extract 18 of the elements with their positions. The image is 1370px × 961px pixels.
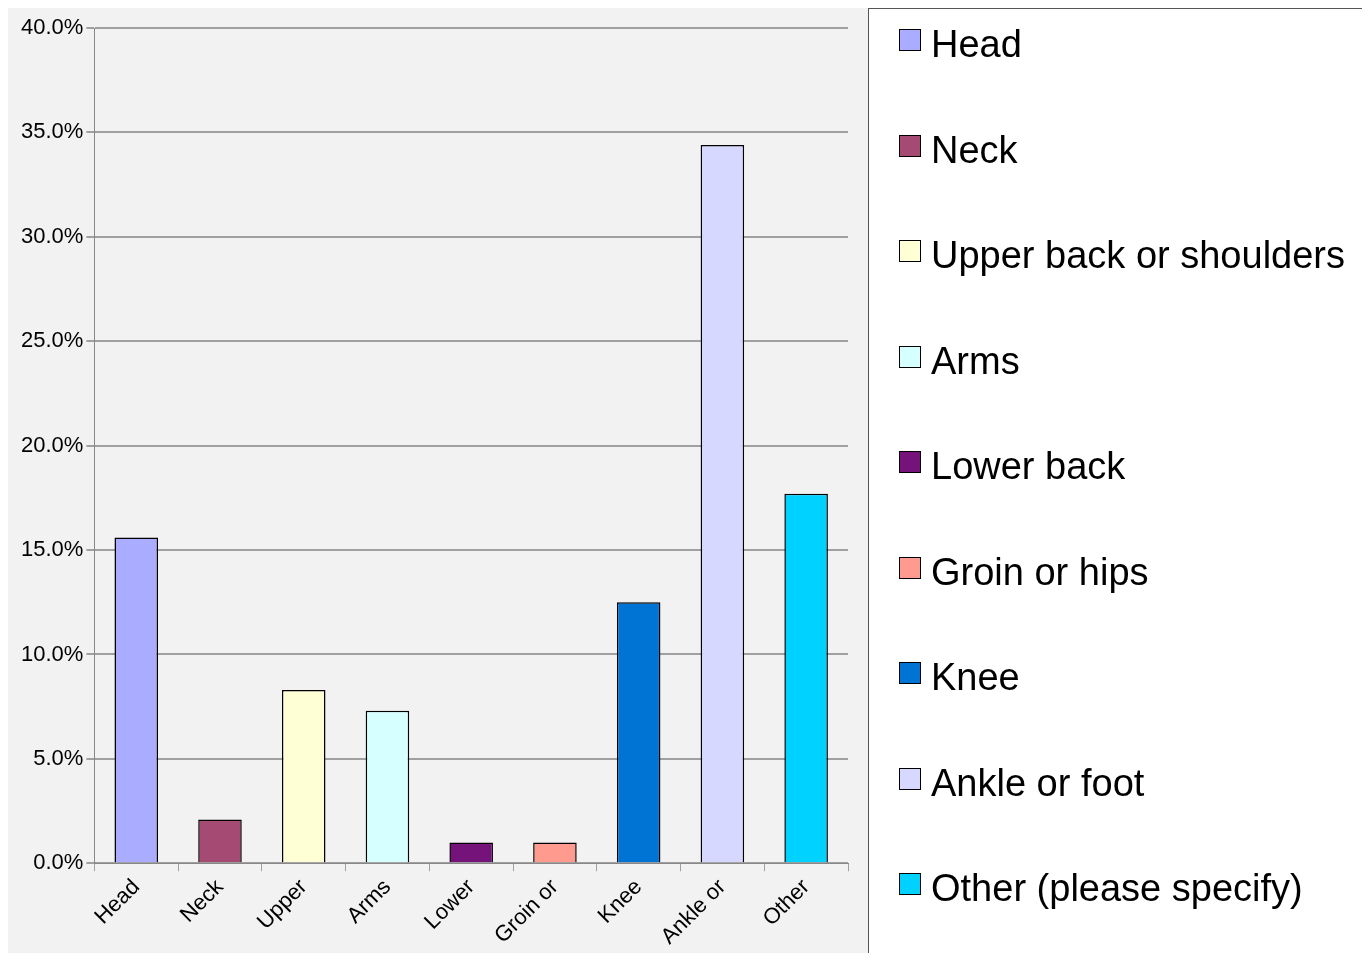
legend-label: Other (please specify) (931, 866, 1303, 911)
legend-label: Knee (931, 655, 1020, 700)
y-tick-label: 0.0% (33, 849, 84, 875)
y-tick-label: 20.0% (20, 431, 84, 457)
y-tick-label: 10.0% (20, 640, 84, 666)
y-tick-label: 25.0% (20, 327, 84, 353)
legend-label: Ankle or foot (931, 760, 1145, 806)
legend-label: Upper back or shoulders (931, 233, 1345, 278)
y-tick-label: 40.0% (20, 14, 84, 40)
legend-label: Neck (931, 127, 1018, 173)
legend-label: Arms (931, 338, 1020, 384)
y-tick-label: 30.0% (20, 222, 84, 248)
legend-label: Groin or hips (931, 549, 1149, 595)
legend-label: Lower back (931, 444, 1126, 489)
legend-label: Head (931, 22, 1022, 67)
y-tick-label: 35.0% (20, 118, 84, 144)
y-tick-label: 5.0% (33, 744, 84, 770)
y-tick-label: 15.0% (20, 536, 84, 562)
